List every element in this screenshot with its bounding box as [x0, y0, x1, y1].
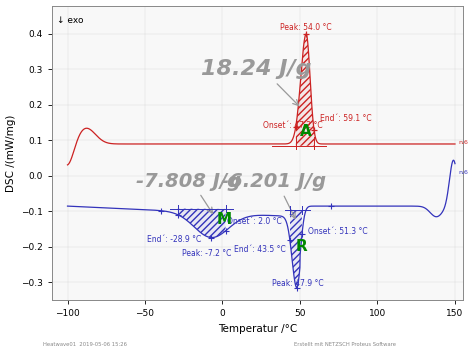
Text: End´: -28.9 °C: End´: -28.9 °C: [147, 235, 202, 244]
Text: End´: 43.5 °C: End´: 43.5 °C: [234, 245, 285, 254]
Text: End´: 59.1 °C: End´: 59.1 °C: [320, 114, 372, 123]
Text: 18.24 J/g: 18.24 J/g: [201, 59, 312, 79]
Text: ↓ exo: ↓ exo: [57, 16, 83, 25]
Text: A: A: [301, 124, 312, 139]
Text: R: R: [296, 239, 308, 254]
Text: Onset´: 47.2 °C: Onset´: 47.2 °C: [263, 121, 322, 130]
Text: Peak: 47.9 °C: Peak: 47.9 °C: [273, 279, 324, 288]
Text: Erstellt mit NETZSCH Proteus Software: Erstellt mit NETZSCH Proteus Software: [294, 342, 396, 347]
Text: -7.808 J/g: -7.808 J/g: [136, 172, 241, 191]
X-axis label: Temperatur /°C: Temperatur /°C: [218, 324, 297, 334]
Text: Peak: -7.2 °C: Peak: -7.2 °C: [182, 249, 232, 258]
Text: Heatwave01  2019-05-06 15:26: Heatwave01 2019-05-06 15:26: [43, 342, 127, 347]
Text: n.6: n.6: [458, 170, 468, 175]
Y-axis label: DSC /(mW/mg): DSC /(mW/mg): [6, 114, 16, 191]
Text: n.6: n.6: [458, 141, 468, 145]
Text: Onset´: 51.3 °C: Onset´: 51.3 °C: [308, 228, 368, 237]
Text: Onset´: 2.0 °C: Onset´: 2.0 °C: [227, 217, 282, 226]
Text: M: M: [217, 212, 232, 227]
Text: -6.201 J/g: -6.201 J/g: [221, 172, 326, 191]
Text: Peak: 54.0 °C: Peak: 54.0 °C: [281, 23, 332, 32]
